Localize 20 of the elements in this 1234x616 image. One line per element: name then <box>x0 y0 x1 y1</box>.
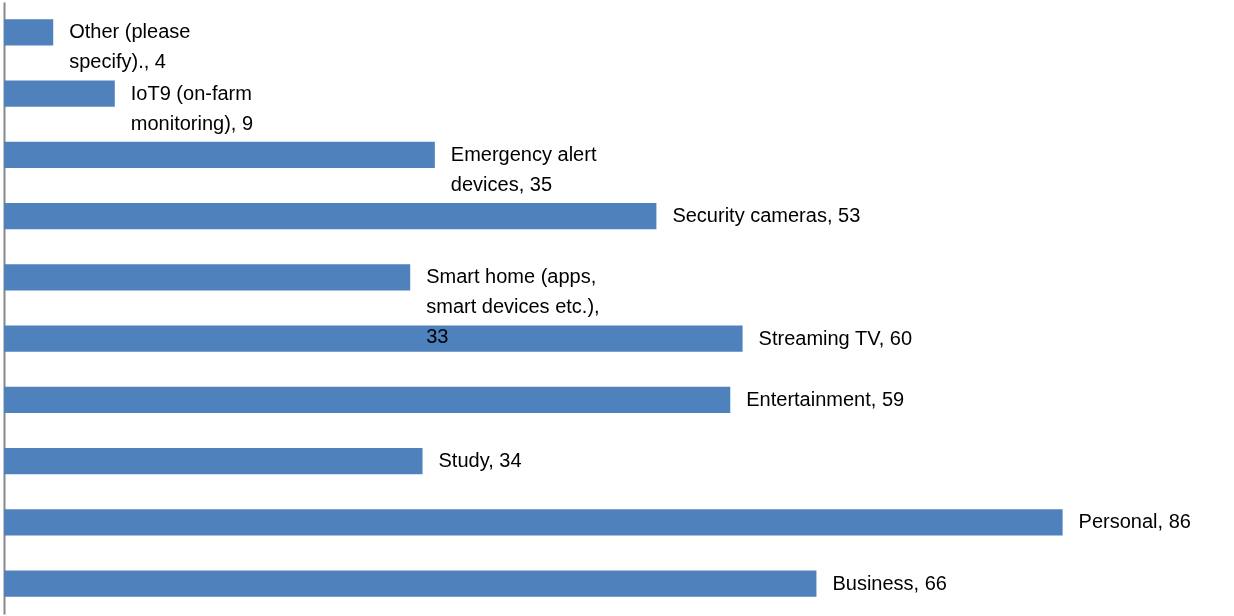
data-label: Entertainment, 59 <box>746 387 905 410</box>
data-label: Smart home (apps, smart devices etc.), 33 <box>426 265 600 348</box>
data-label: Emergency alert devices, 35 <box>450 142 597 195</box>
bar <box>4 202 657 230</box>
bar <box>4 325 743 352</box>
data-label: Personal, 86 <box>1078 510 1191 533</box>
bar <box>4 19 54 46</box>
bar <box>4 264 411 291</box>
data-label: Other (please specify)., 4 <box>69 20 191 73</box>
bar <box>4 509 1063 536</box>
data-label: Study, 34 <box>438 449 522 472</box>
bar <box>4 141 435 169</box>
bar <box>4 80 115 107</box>
data-label: Business, 66 <box>832 571 947 594</box>
bar <box>4 386 731 414</box>
bar <box>4 447 423 475</box>
bar <box>4 570 817 597</box>
data-label: Streaming TV, 60 <box>758 326 913 349</box>
data-label: IoT9 (on-farm monitoring), 9 <box>130 81 254 134</box>
data-label: Security cameras, 53 <box>672 204 861 227</box>
